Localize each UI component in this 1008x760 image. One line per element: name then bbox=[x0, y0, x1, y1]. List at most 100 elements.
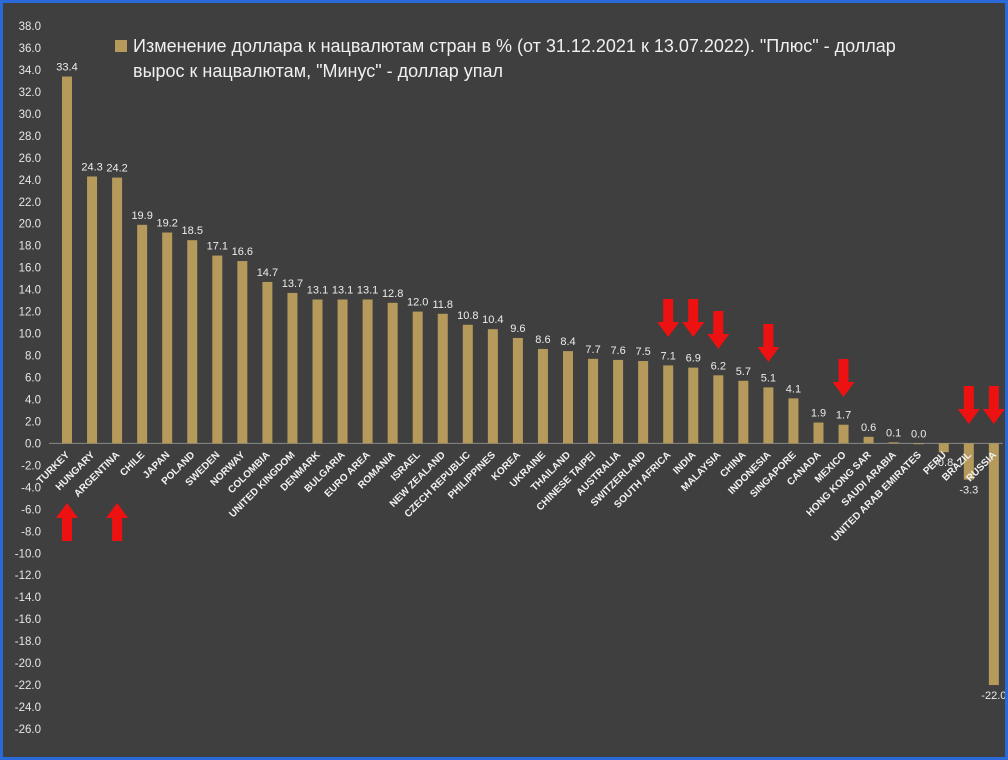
data-label: 12.8 bbox=[382, 288, 403, 300]
legend-text-line-1: Изменение доллара к нацвалютам стран в %… bbox=[133, 36, 896, 56]
y-tick-label: -18.0 bbox=[15, 636, 41, 648]
y-tick-label: -4.0 bbox=[21, 482, 41, 494]
bar bbox=[788, 398, 799, 444]
down-arrow-icon bbox=[707, 311, 730, 349]
y-tick-label: -20.0 bbox=[15, 658, 41, 670]
down-arrow-icon bbox=[982, 386, 1005, 424]
down-arrow-icon bbox=[757, 324, 780, 362]
data-label: 19.2 bbox=[156, 218, 177, 230]
data-label: 33.4 bbox=[56, 62, 77, 74]
y-tick-label: 8.0 bbox=[25, 351, 41, 363]
bar bbox=[87, 176, 98, 444]
bar bbox=[838, 424, 849, 444]
data-label: -0.8 bbox=[934, 457, 953, 469]
data-label: 11.8 bbox=[432, 299, 453, 311]
data-label: 13.1 bbox=[332, 285, 353, 297]
data-label: 13.1 bbox=[307, 285, 328, 297]
bar bbox=[137, 224, 148, 444]
bar bbox=[813, 422, 824, 444]
bar bbox=[412, 311, 423, 444]
data-label: 10.4 bbox=[482, 314, 503, 326]
data-label: 0.1 bbox=[886, 427, 901, 439]
y-tick-label: 32.0 bbox=[19, 87, 41, 99]
data-label: 24.2 bbox=[106, 163, 127, 175]
y-tick-label: 34.0 bbox=[19, 65, 41, 77]
legend-text-line-2: вырос к нацвалютам, "Минус" - доллар упа… bbox=[133, 61, 503, 81]
y-tick-label: 16.0 bbox=[19, 263, 41, 275]
bar-chart: -26.0 -24.0 -22.0 -20.0 -18.0 -16.0 -14.0 -12.0… bbox=[15, 21, 1005, 736]
y-tick-label: -12.0 bbox=[15, 570, 41, 582]
y-tick-label: 36.0 bbox=[19, 43, 41, 55]
data-label: 1.7 bbox=[836, 410, 851, 422]
data-labels-group: 33.4 24.3 24.2 19.9 19.2 18.5 17.1 16.6 14.7 13.7… bbox=[56, 62, 1005, 703]
y-tick-label: 18.0 bbox=[19, 241, 41, 253]
data-label: 19.9 bbox=[131, 210, 152, 222]
bar bbox=[963, 443, 974, 480]
y-tick-label: 24.0 bbox=[19, 175, 41, 187]
data-label: 0.6 bbox=[861, 422, 876, 434]
bar bbox=[187, 240, 198, 444]
data-label: 9.6 bbox=[510, 323, 525, 335]
bar bbox=[237, 261, 248, 444]
y-tick-label: 38.0 bbox=[19, 21, 41, 33]
y-tick-label: 22.0 bbox=[19, 197, 41, 209]
data-label: 4.1 bbox=[786, 383, 801, 395]
y-tick-label: 20.0 bbox=[19, 219, 41, 231]
bar bbox=[663, 365, 674, 444]
bar bbox=[588, 358, 599, 444]
bar bbox=[437, 313, 448, 444]
bar bbox=[563, 351, 573, 444]
data-label: 16.6 bbox=[232, 246, 253, 258]
y-tick-label: -10.0 bbox=[15, 548, 41, 560]
data-label: 5.7 bbox=[736, 366, 751, 378]
y-tick-label: 6.0 bbox=[25, 373, 41, 385]
y-tick-label: 4.0 bbox=[25, 394, 41, 406]
data-label: 12.0 bbox=[407, 297, 428, 309]
data-label: 5.1 bbox=[761, 372, 776, 384]
bar bbox=[537, 348, 548, 444]
bar bbox=[763, 387, 774, 444]
down-arrow-icon bbox=[657, 299, 680, 337]
data-label: 10.8 bbox=[457, 310, 478, 322]
bar bbox=[738, 380, 749, 444]
bar bbox=[162, 232, 173, 444]
data-label: 7.1 bbox=[661, 350, 676, 362]
legend: Изменение доллара к нацвалютам стран в %… bbox=[115, 36, 896, 81]
bar bbox=[913, 443, 924, 445]
data-label: 6.2 bbox=[711, 360, 726, 372]
legend-swatch bbox=[115, 40, 127, 52]
data-label: 7.7 bbox=[585, 344, 600, 356]
y-tick-label: -2.0 bbox=[21, 460, 41, 472]
category-labels-group: TURKEYHUNGARYARGENTINACHILEJAPANPOLANDSW… bbox=[35, 449, 999, 544]
y-tick-label: 10.0 bbox=[19, 329, 41, 341]
data-label: 7.5 bbox=[636, 346, 651, 358]
data-label: 17.1 bbox=[207, 241, 228, 253]
bar bbox=[312, 299, 323, 444]
data-label: 6.9 bbox=[686, 353, 701, 365]
y-tick-label: 14.0 bbox=[19, 285, 41, 297]
bar bbox=[262, 281, 273, 444]
bars-group bbox=[62, 76, 999, 686]
bar bbox=[112, 177, 123, 444]
y-tick-label: 12.0 bbox=[19, 307, 41, 319]
bar bbox=[863, 436, 874, 444]
data-label: 1.9 bbox=[811, 408, 826, 420]
up-arrow-icon bbox=[106, 503, 129, 541]
data-label: 8.6 bbox=[535, 334, 550, 346]
y-tick-label: 2.0 bbox=[25, 416, 41, 428]
data-label: 18.5 bbox=[182, 225, 203, 237]
data-label: -22.0 bbox=[981, 690, 1005, 702]
bar bbox=[387, 302, 398, 444]
y-tick-label: 28.0 bbox=[19, 131, 41, 143]
bar bbox=[487, 329, 498, 444]
bar bbox=[888, 442, 899, 444]
bar bbox=[362, 299, 373, 444]
y-axis-ticks: -26.0 -24.0 -22.0 -20.0 -18.0 -16.0 -14.0 -12.0… bbox=[15, 21, 41, 736]
y-tick-label: -26.0 bbox=[15, 724, 41, 736]
y-tick-label: -14.0 bbox=[15, 592, 41, 604]
down-arrow-icon bbox=[832, 359, 855, 397]
bar bbox=[613, 359, 624, 444]
bar bbox=[988, 443, 999, 686]
y-tick-label: -24.0 bbox=[15, 702, 41, 714]
